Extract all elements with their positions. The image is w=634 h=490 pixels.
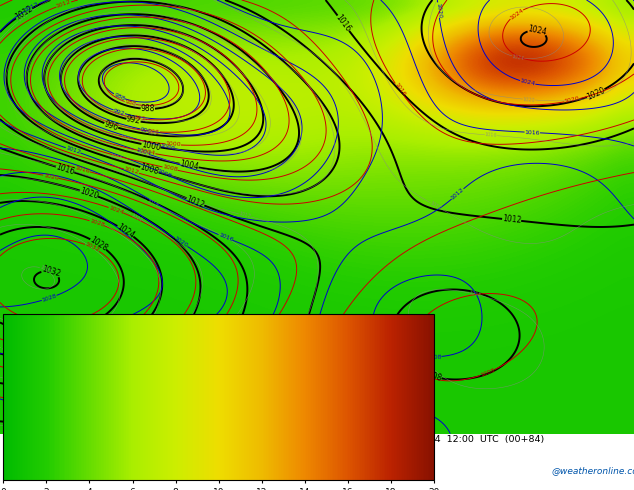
Text: 1024: 1024 — [519, 78, 536, 87]
Text: 1028: 1028 — [89, 218, 105, 228]
Text: 1004: 1004 — [136, 149, 150, 158]
Text: 1008: 1008 — [479, 368, 496, 378]
Text: 1024: 1024 — [527, 24, 547, 37]
Text: Sa  22-06-2024  12:00  UTC  (00+84): Sa 22-06-2024 12:00 UTC (00+84) — [368, 435, 544, 444]
Text: 1020: 1020 — [585, 85, 607, 101]
Text: 1016: 1016 — [74, 165, 91, 174]
Text: 996: 996 — [148, 128, 160, 135]
Text: 1012: 1012 — [389, 403, 405, 410]
Text: 1012: 1012 — [65, 146, 81, 155]
Text: 1000: 1000 — [165, 142, 181, 147]
Text: 992: 992 — [134, 115, 146, 122]
Text: 996: 996 — [140, 126, 153, 134]
Text: 1012: 1012 — [13, 4, 34, 22]
Text: 1012: 1012 — [250, 412, 265, 426]
Text: 1016: 1016 — [484, 132, 498, 138]
Text: 1028: 1028 — [41, 293, 58, 303]
Text: 1032: 1032 — [39, 265, 53, 275]
Text: 1020: 1020 — [435, 2, 442, 18]
Text: Surface pressure  Spread  mean+σ  [hPa]  ECMWF: Surface pressure Spread mean+σ [hPa] ECM… — [6, 435, 246, 444]
Text: 1024: 1024 — [0, 345, 13, 354]
Text: 996: 996 — [103, 119, 120, 132]
Text: 1016: 1016 — [334, 13, 353, 34]
Text: 1004: 1004 — [134, 147, 151, 157]
Text: 1004: 1004 — [179, 159, 200, 172]
Text: 1012: 1012 — [56, 0, 72, 9]
Text: 1004: 1004 — [139, 148, 156, 156]
Text: 1028: 1028 — [88, 235, 109, 253]
Text: 1032: 1032 — [84, 242, 100, 253]
Text: 1020: 1020 — [522, 97, 536, 102]
Text: 988: 988 — [132, 102, 141, 108]
Text: 1024: 1024 — [77, 328, 94, 339]
Text: 988: 988 — [113, 92, 126, 101]
Text: 1024: 1024 — [115, 222, 136, 240]
Text: 1012: 1012 — [23, 1, 40, 13]
Text: 1016: 1016 — [524, 129, 540, 135]
Text: 1024: 1024 — [508, 7, 524, 21]
Text: 1024: 1024 — [108, 205, 124, 215]
Text: 1012: 1012 — [16, 12, 30, 23]
Text: 1016: 1016 — [146, 198, 159, 208]
Text: 1020: 1020 — [79, 186, 100, 201]
Text: 992: 992 — [113, 108, 126, 116]
Text: 1000: 1000 — [158, 143, 175, 151]
Text: 988: 988 — [141, 104, 155, 114]
Text: 1020: 1020 — [564, 97, 580, 104]
Text: 1008: 1008 — [422, 369, 443, 383]
Text: 1008: 1008 — [469, 291, 482, 298]
Text: 1008: 1008 — [139, 163, 160, 177]
Text: 1020: 1020 — [42, 172, 59, 181]
Text: 1012: 1012 — [429, 201, 443, 211]
Text: 1012: 1012 — [501, 215, 522, 225]
Text: 1028: 1028 — [13, 322, 27, 331]
Text: 1000: 1000 — [119, 134, 132, 142]
Text: 1032: 1032 — [41, 265, 61, 279]
Text: 1012: 1012 — [123, 167, 139, 175]
Text: 1012: 1012 — [238, 212, 251, 220]
Text: 1008: 1008 — [155, 168, 172, 179]
Text: 1008: 1008 — [162, 165, 178, 173]
Text: 1020: 1020 — [130, 212, 143, 222]
Text: 992: 992 — [139, 117, 150, 123]
Text: 1016: 1016 — [55, 162, 75, 177]
Text: 988: 988 — [124, 99, 136, 107]
Text: 992: 992 — [126, 115, 141, 126]
Text: 1000: 1000 — [141, 140, 161, 152]
Text: 996: 996 — [148, 130, 157, 136]
Text: 1016: 1016 — [217, 232, 234, 243]
Text: 1020: 1020 — [173, 236, 189, 248]
Text: @weatheronline.co.uk: @weatheronline.co.uk — [552, 466, 634, 475]
Text: 1016: 1016 — [393, 82, 406, 98]
Text: 1012: 1012 — [450, 187, 465, 201]
Text: 1008: 1008 — [109, 153, 123, 162]
Text: 1024: 1024 — [512, 54, 524, 61]
Text: 1008: 1008 — [426, 354, 442, 360]
Text: 1012: 1012 — [185, 194, 206, 210]
